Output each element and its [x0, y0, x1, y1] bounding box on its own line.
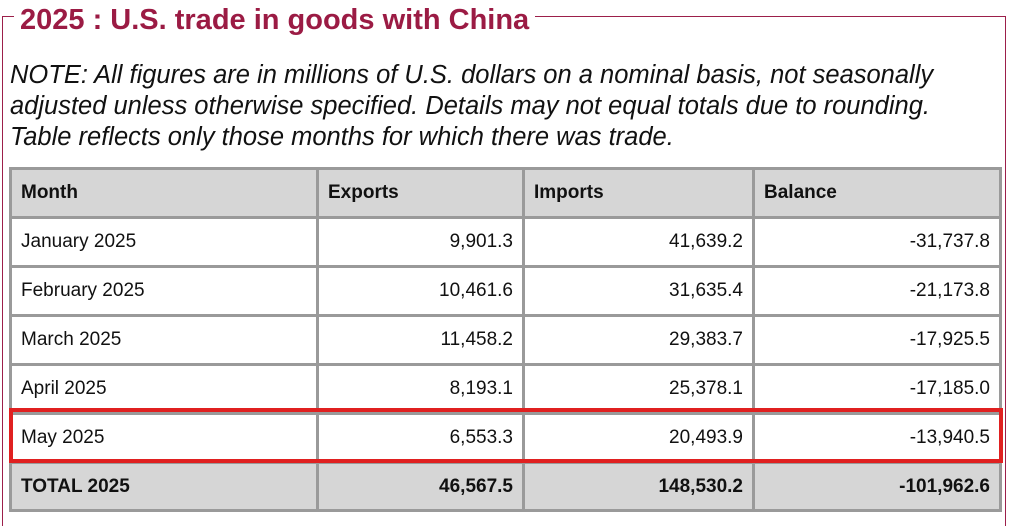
month-cell: February 2025	[9, 265, 319, 317]
imports-cell: 31,635.4	[522, 265, 755, 317]
total-exports: 46,567.5	[316, 461, 525, 512]
total-label: TOTAL 2025	[9, 461, 319, 512]
balance-cell: -17,185.0	[752, 363, 1002, 415]
column-header-month: Month	[9, 167, 319, 219]
column-header-balance: Balance	[752, 167, 1002, 219]
imports-cell: 41,639.2	[522, 216, 755, 268]
exports-cell: 9,901.3	[316, 216, 525, 268]
table-row-highlighted: May 2025 6,553.3 20,493.9 -13,940.5	[9, 412, 1002, 464]
header-row: Month Exports Imports Balance	[9, 167, 1002, 219]
total-balance: -101,962.6	[752, 461, 1002, 512]
table-row: March 2025 11,458.2 29,383.7 -17,925.5	[9, 314, 1002, 366]
exports-cell: 11,458.2	[316, 314, 525, 366]
month-cell: January 2025	[9, 216, 319, 268]
note-line: adjusted unless otherwise specified. Det…	[10, 92, 930, 120]
exports-cell: 6,553.3	[316, 412, 525, 464]
imports-cell: 25,378.1	[522, 363, 755, 415]
column-header-imports: Imports	[522, 167, 755, 219]
exports-cell: 8,193.1	[316, 363, 525, 415]
month-cell: March 2025	[9, 314, 319, 366]
month-cell: April 2025	[9, 363, 319, 415]
note-line: Table reflects only those months for whi…	[10, 123, 674, 151]
balance-cell: -13,940.5	[752, 412, 1002, 464]
total-row: TOTAL 2025 46,567.5 148,530.2 -101,962.6	[9, 461, 1002, 512]
balance-cell: -17,925.5	[752, 314, 1002, 366]
balance-cell: -31,737.8	[752, 216, 1002, 268]
imports-cell: 29,383.7	[522, 314, 755, 366]
note-line: NOTE: All figures are in millions of U.S…	[10, 61, 934, 89]
page-title: 2025 : U.S. trade in goods with China	[14, 2, 536, 38]
imports-cell: 20,493.9	[522, 412, 755, 464]
total-imports: 148,530.2	[522, 461, 755, 512]
table-row: January 2025 9,901.3 41,639.2 -31,737.8	[9, 216, 1002, 268]
balance-cell: -21,173.8	[752, 265, 1002, 317]
column-header-exports: Exports	[316, 167, 525, 219]
month-cell: May 2025	[9, 412, 319, 464]
table-row: April 2025 8,193.1 25,378.1 -17,185.0	[9, 363, 1002, 415]
table-row: February 2025 10,461.6 31,635.4 -21,173.…	[9, 265, 1002, 317]
exports-cell: 10,461.6	[316, 265, 525, 317]
note-text: NOTE: All figures are in millions of U.S…	[10, 60, 1006, 153]
trade-table: Month Exports Imports Balance January 20…	[9, 167, 1002, 512]
